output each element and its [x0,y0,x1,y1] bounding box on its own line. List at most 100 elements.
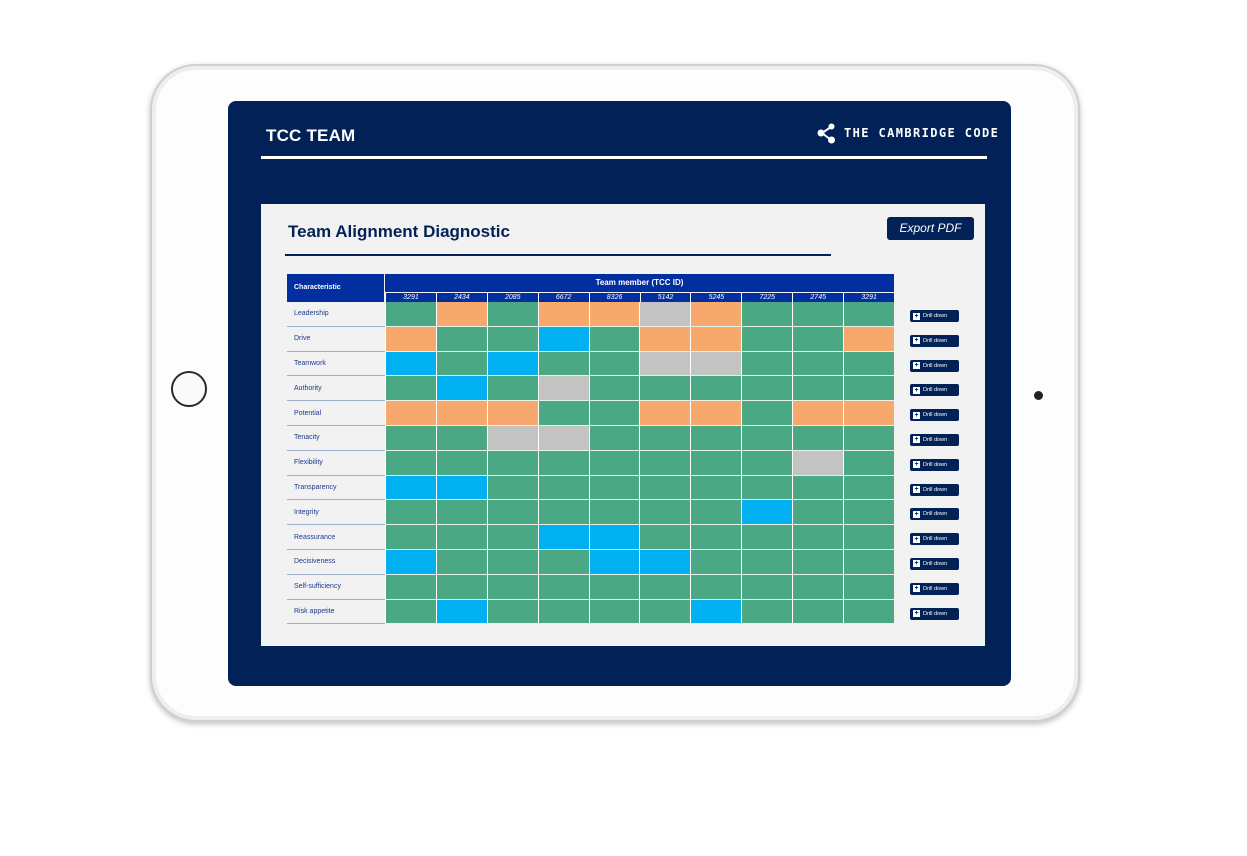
drill-down-button[interactable]: + Drill down [910,458,959,471]
heatmap-cell [741,574,793,600]
heatmap-cell [792,574,844,600]
heatmap-cell [486,475,538,501]
heatmap-cell [741,376,793,402]
heatmap-cell [792,401,844,426]
drill-down-label: Drill down [923,362,948,369]
drill-down-label: Drill down [923,337,948,344]
drill-down-button[interactable]: + Drill down [910,607,959,620]
member-id-header: 7225 [741,293,793,302]
member-id-header: 2434 [435,293,487,302]
heatmap-cell [486,351,538,377]
heatmap-cell [588,401,640,426]
heatmap-cell [537,401,589,426]
drill-down-button[interactable]: + Drill down [910,557,959,570]
plus-icon: + [913,560,920,568]
characteristic-label: Leadership [287,302,385,327]
heatmap-cell [690,525,742,550]
heatmap-cell [384,500,436,526]
heatmap-cell [792,549,844,575]
heatmap-cell [639,450,691,476]
drill-down-label: Drill down [923,412,948,419]
plus-icon: + [913,535,920,543]
heatmap-cell [792,500,844,526]
heatmap-cell [384,525,436,550]
heatmap-cell [486,525,538,550]
heatmap-cell [690,599,742,625]
heatmap-cell [486,425,538,451]
heatmap-cell [537,525,589,550]
heatmap-cell [843,326,895,352]
heatmap-cell [588,450,640,476]
heatmap-cell [588,326,640,352]
heatmap-cell [792,599,844,625]
heatmap-body: Leadership Drive Teamwork Authority Potentia… [287,302,895,625]
member-id-header: 2085 [486,293,538,302]
home-button[interactable] [171,371,207,407]
heatmap-cell [690,549,742,575]
heatmap-cell [690,574,742,600]
heatmap-cell [384,326,436,352]
heatmap-cell [384,549,436,575]
plus-icon: + [913,312,920,320]
drill-down-button[interactable]: + Drill down [910,409,959,422]
heatmap-row: Tenacity [287,425,895,451]
heatmap-cell [588,500,640,526]
member-id-header: 6672 [537,293,589,302]
plus-icon: + [913,610,920,618]
heatmap-cell [792,525,844,550]
heatmap-cell [486,326,538,352]
header-divider [261,156,987,159]
heatmap-cell [588,574,640,600]
heatmap-cell [639,351,691,377]
drill-down-button[interactable]: + Drill down [910,359,959,372]
heatmap-cell [741,351,793,377]
heatmap-cell [690,500,742,526]
drill-down-button[interactable]: + Drill down [910,533,959,546]
heatmap-row: Transparency [287,475,895,501]
heatmap-cell [741,500,793,526]
heatmap-cell [792,351,844,377]
drill-down-button[interactable]: + Drill down [910,483,959,496]
drill-down-button[interactable]: + Drill down [910,582,959,595]
heatmap-cell [384,351,436,377]
plus-icon: + [913,362,920,370]
plus-icon: + [913,585,920,593]
heatmap-cell [639,475,691,501]
heatmap-cell [435,401,487,426]
heatmap-cell [384,425,436,451]
drill-down-button[interactable]: + Drill down [910,334,959,347]
heatmap-cell [435,500,487,526]
plus-icon: + [913,486,920,494]
export-pdf-button[interactable]: Export PDF [887,217,974,240]
characteristic-label: Transparency [287,475,385,501]
member-id-row: 3291 2434 2085 6672 8326 5142 5245 7225 2745 3291 [385,293,895,302]
heatmap-cell [843,351,895,377]
plus-icon: + [913,386,920,394]
drill-down-button[interactable]: + Drill down [910,384,959,397]
heatmap-cell [792,302,844,327]
drill-down-column: + Drill down + Drill down + Drill down + Drill … [910,310,960,632]
heatmap-cell [588,525,640,550]
heatmap-cell [588,599,640,625]
drill-down-button[interactable]: + Drill down [910,508,959,521]
heatmap-cell [690,302,742,327]
heatmap-cell [792,326,844,352]
member-id-header: 8326 [588,293,640,302]
heatmap-cell [843,401,895,426]
characteristic-label: Teamwork [287,351,385,377]
heatmap-cell [843,599,895,625]
heatmap-cell [384,475,436,501]
plus-icon: + [913,461,920,469]
drill-down-button[interactable]: + Drill down [910,310,959,322]
heatmap-cell [435,599,487,625]
heatmap-row: Self-sufficiency [287,574,895,600]
heatmap-cell [486,574,538,600]
heatmap-cell [486,599,538,625]
heatmap-cell [588,302,640,327]
drill-down-button[interactable]: + Drill down [910,433,959,446]
plus-icon: + [913,510,920,518]
drill-down-label: Drill down [923,511,948,518]
member-id-header: 5142 [639,293,691,302]
heatmap-cell [537,376,589,402]
heatmap-cell [741,326,793,352]
